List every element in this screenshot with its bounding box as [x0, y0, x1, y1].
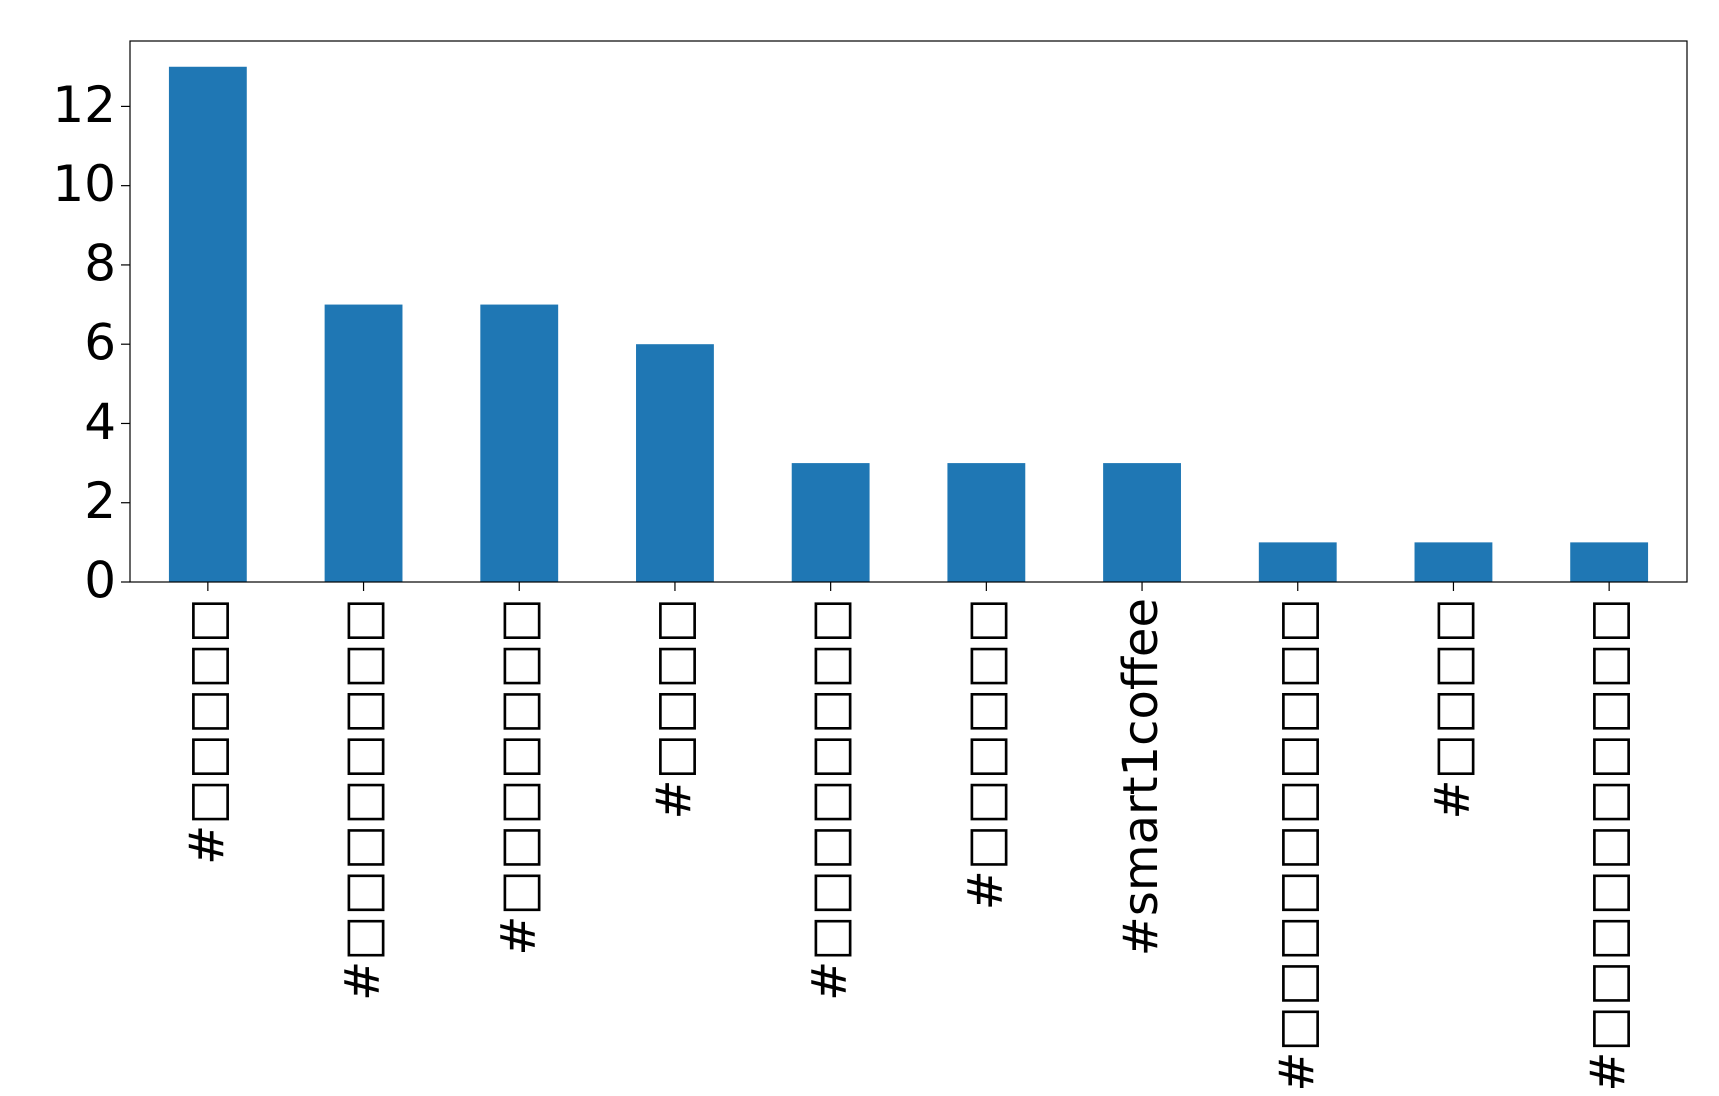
- bar: [1414, 542, 1493, 582]
- bar: [480, 304, 559, 582]
- x-tick-label: #□□□□□□□□□□: [1580, 598, 1636, 1092]
- bar: [1258, 542, 1337, 582]
- bar: [791, 463, 870, 582]
- x-tick-label: #□□□□□□□□□□: [1269, 598, 1325, 1092]
- x-tick-label: #□□□□□□□□: [335, 598, 391, 1001]
- y-tick-label: 4: [84, 393, 116, 451]
- bar: [636, 344, 714, 582]
- x-tick-label: #□□□□□: [179, 598, 235, 865]
- x-tick-label: #smart1coffee: [1113, 598, 1169, 956]
- bar: [947, 463, 1026, 582]
- x-tick-label: #□□□□□□□□: [802, 598, 858, 1001]
- y-tick-label: 8: [84, 234, 116, 292]
- y-tick-label: 0: [84, 552, 116, 610]
- bar: [168, 66, 247, 582]
- plot-frame: [129, 40, 1688, 583]
- y-tick-label: 12: [52, 76, 116, 134]
- x-tick-label: #□□□□□□□: [490, 598, 546, 956]
- y-tick-label: 10: [52, 155, 116, 213]
- bar: [1570, 542, 1649, 582]
- x-tick-label: #□□□□: [1424, 598, 1480, 820]
- x-tick-label: #□□□□: [646, 598, 702, 820]
- y-tick-label: 6: [84, 314, 116, 372]
- bar: [324, 304, 403, 582]
- y-tick-label: 2: [84, 472, 116, 530]
- x-tick-label: #□□□□□□: [957, 598, 1013, 910]
- bar: [1103, 463, 1181, 582]
